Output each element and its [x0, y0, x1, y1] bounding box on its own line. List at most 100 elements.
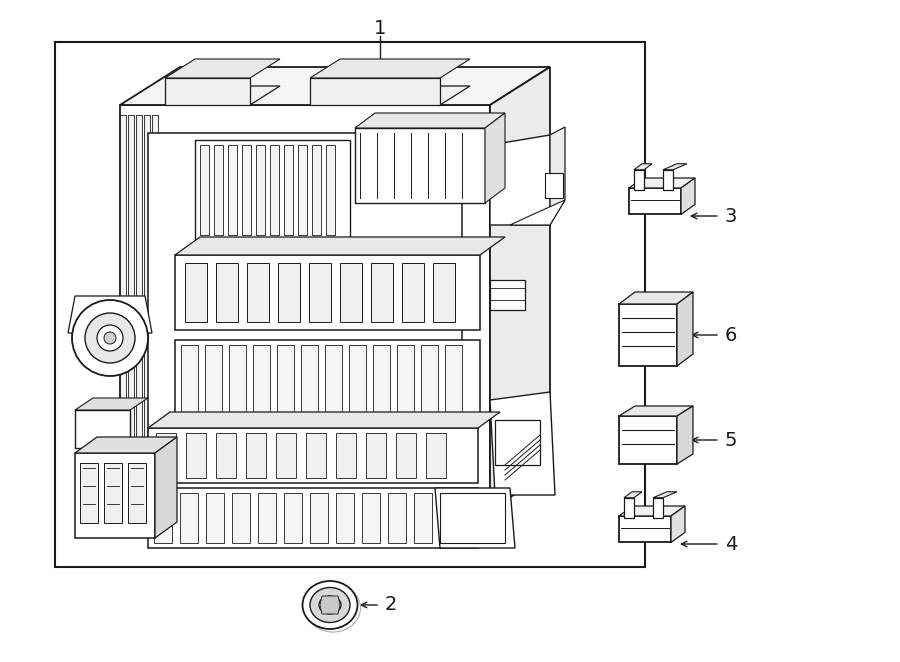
Bar — [216, 433, 236, 478]
Bar — [349, 345, 366, 415]
Polygon shape — [490, 67, 550, 510]
Bar — [309, 263, 331, 322]
Bar — [148, 488, 478, 548]
Polygon shape — [68, 296, 152, 333]
Bar — [440, 493, 505, 543]
Text: 2: 2 — [385, 596, 398, 614]
Bar — [284, 145, 293, 235]
Bar — [336, 493, 354, 543]
Polygon shape — [485, 113, 505, 203]
Polygon shape — [320, 596, 340, 614]
Bar — [653, 498, 663, 518]
Polygon shape — [128, 115, 134, 490]
Bar — [175, 255, 480, 330]
Polygon shape — [148, 133, 462, 482]
Polygon shape — [550, 127, 565, 225]
Polygon shape — [624, 492, 642, 498]
Polygon shape — [629, 178, 695, 188]
Ellipse shape — [319, 596, 341, 614]
Bar — [545, 173, 563, 198]
Bar — [228, 145, 237, 235]
Polygon shape — [75, 398, 148, 410]
Bar — [205, 345, 222, 415]
Polygon shape — [619, 506, 685, 516]
Polygon shape — [677, 292, 693, 366]
Bar — [75, 410, 130, 448]
Bar — [336, 433, 356, 478]
Bar — [186, 433, 206, 478]
Polygon shape — [490, 135, 550, 225]
Bar — [298, 145, 307, 235]
Bar — [663, 169, 673, 190]
Polygon shape — [653, 492, 677, 498]
Bar — [301, 345, 318, 415]
Bar — [200, 145, 209, 235]
Bar — [396, 433, 416, 478]
Bar — [256, 145, 265, 235]
Ellipse shape — [310, 587, 350, 622]
Text: 1: 1 — [374, 19, 386, 38]
Bar — [148, 428, 478, 483]
Bar — [104, 463, 122, 523]
Text: 4: 4 — [725, 534, 737, 553]
Bar — [195, 140, 350, 240]
Bar — [165, 78, 250, 105]
Bar — [495, 420, 540, 465]
Bar — [388, 493, 406, 543]
Polygon shape — [634, 164, 652, 169]
Polygon shape — [510, 200, 565, 225]
Bar — [276, 433, 296, 478]
Polygon shape — [136, 115, 142, 490]
Bar — [402, 263, 424, 322]
Bar — [75, 453, 155, 538]
Bar — [440, 493, 458, 543]
Bar — [355, 128, 485, 203]
Ellipse shape — [302, 581, 357, 629]
Bar — [284, 493, 302, 543]
Polygon shape — [165, 86, 280, 105]
Bar — [445, 345, 462, 415]
Bar — [55, 42, 645, 567]
Bar — [310, 493, 328, 543]
Bar — [229, 345, 246, 415]
Polygon shape — [165, 59, 280, 78]
Text: 3: 3 — [725, 207, 737, 226]
Bar — [433, 263, 455, 322]
Bar — [312, 145, 321, 235]
Polygon shape — [671, 506, 685, 542]
Bar — [232, 493, 250, 543]
Polygon shape — [144, 115, 150, 490]
Bar — [373, 345, 390, 415]
Bar — [156, 433, 176, 478]
Bar — [154, 493, 172, 543]
Bar — [619, 416, 677, 464]
Bar — [414, 493, 432, 543]
Bar — [326, 145, 335, 235]
Bar — [624, 498, 634, 518]
Bar — [310, 78, 440, 105]
Bar — [185, 263, 207, 322]
Bar — [242, 145, 251, 235]
Bar — [340, 263, 362, 322]
Circle shape — [85, 313, 135, 363]
Bar — [619, 516, 671, 542]
Bar — [325, 345, 342, 415]
Bar — [214, 145, 223, 235]
Polygon shape — [310, 59, 470, 78]
Bar — [206, 493, 224, 543]
Bar — [247, 263, 269, 322]
Bar — [629, 188, 681, 214]
Bar — [80, 463, 98, 523]
Polygon shape — [619, 406, 693, 416]
Bar — [426, 433, 446, 478]
Polygon shape — [355, 113, 505, 128]
Polygon shape — [120, 115, 126, 490]
Bar — [258, 493, 276, 543]
Bar — [362, 493, 380, 543]
Bar — [490, 280, 525, 310]
Polygon shape — [120, 105, 490, 510]
Text: 5: 5 — [725, 430, 737, 449]
Polygon shape — [619, 292, 693, 304]
Polygon shape — [681, 178, 695, 214]
Bar — [634, 169, 644, 190]
